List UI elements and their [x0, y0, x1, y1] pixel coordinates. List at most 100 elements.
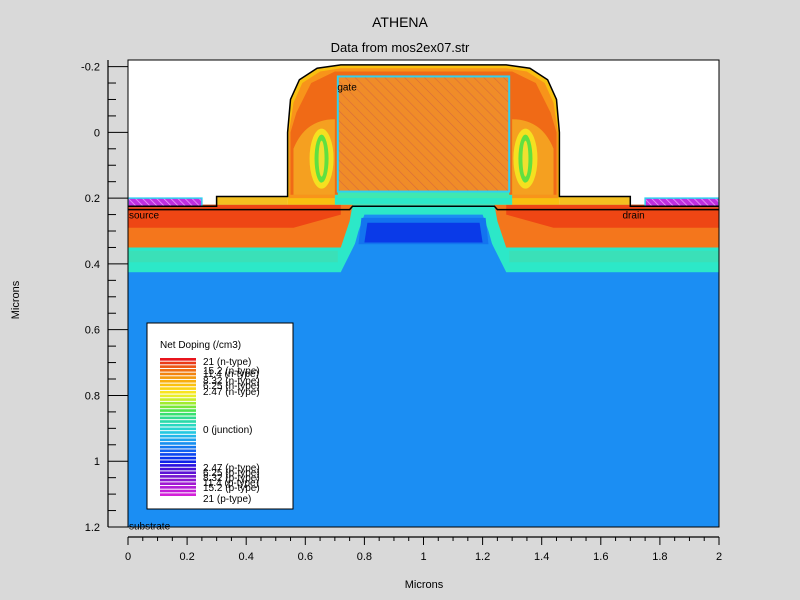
legend-entry: 2.47 (p-type): [203, 463, 260, 474]
legend-swatch: [160, 387, 196, 390]
legend-entry: 11.4 (n-type): [203, 369, 259, 380]
legend-swatch: [160, 358, 196, 361]
drain-junction: [506, 262, 719, 273]
legend-swatch: [160, 394, 196, 398]
legend-swatch: [160, 438, 196, 442]
drain-region: [506, 204, 719, 228]
legend-swatch: [160, 416, 196, 420]
legend-swatch: [160, 482, 196, 486]
legend-swatch: [160, 361, 196, 365]
channel-core: [364, 222, 483, 243]
legend-swatch: [160, 449, 196, 453]
legend-swatch: [160, 412, 196, 416]
legend-swatch: [160, 442, 196, 445]
legend-swatch: [160, 489, 196, 493]
legend-swatch: [160, 420, 196, 423]
source-contact: [128, 197, 203, 208]
legend-swatch: [160, 379, 196, 383]
legend-entry: 21 (p-type): [203, 494, 251, 505]
y-tick-label: 1.2: [85, 522, 100, 534]
structure-outline: [128, 64, 719, 208]
legend-entry: 15.2 (p-type): [203, 483, 260, 494]
x-tick-label: 0.8: [357, 551, 372, 563]
legend-swatch: [160, 478, 196, 482]
legend-swatch: [160, 456, 196, 460]
gate-poly: [336, 75, 511, 193]
legend-swatch: [160, 390, 196, 394]
x-tick-label: 0.6: [298, 551, 313, 563]
x-tick-label: 1: [420, 551, 426, 563]
legend-swatch: [160, 365, 196, 368]
doping-map: [128, 64, 719, 527]
legend-entry: 8.32 (n-type): [203, 376, 260, 387]
y-tick-label: 1: [94, 456, 100, 468]
chart-subtitle: Data from mos2ex07.str: [331, 40, 470, 55]
y-tick-label: 0.6: [85, 325, 100, 337]
legend-swatch: [160, 471, 196, 475]
y-tick-label: 0.2: [85, 193, 100, 205]
legend-entry: 11.4 (p-type): [203, 478, 259, 489]
legend-swatch: [160, 475, 196, 478]
source-junction-upper: [128, 250, 338, 263]
legend-swatch: [160, 401, 196, 405]
legend-entry: 2.47 (n-type): [203, 387, 260, 398]
legend-entry: 15.2 (n-type): [203, 366, 260, 377]
region-label-source: source: [129, 211, 159, 222]
drain-contact: [644, 197, 719, 208]
x-tick-label: 1.4: [534, 551, 549, 563]
legend-swatch: [160, 464, 196, 467]
gate-oxide: [334, 194, 513, 205]
y-axis-label: Microns: [10, 280, 22, 319]
source-oxide: [216, 196, 288, 205]
legend-swatch: [160, 409, 196, 412]
legend-swatch: [160, 460, 196, 464]
y-tick-label: 0.4: [85, 259, 100, 271]
legend-entry: 0 (junction): [203, 425, 252, 436]
legend-swatch: [160, 431, 196, 434]
legend-swatch: [160, 372, 196, 376]
drain-junction-upper: [509, 250, 719, 263]
plot-frame: [127, 59, 720, 528]
y-tick-label: -0.2: [81, 62, 100, 74]
legend-entry: 6.25 (n-type): [203, 381, 260, 392]
legend-swatch: [160, 434, 196, 438]
x-tick-label: 1.8: [652, 551, 667, 563]
region-label-gate: gate: [337, 82, 357, 93]
legend-swatch: [160, 405, 196, 409]
left-spacer-core: [318, 140, 325, 177]
legend-entry: 8.32 (p-type): [203, 473, 260, 484]
x-tick-label: 0.4: [239, 551, 254, 563]
region-label-drain: drain: [622, 211, 644, 222]
source-junction: [128, 262, 341, 273]
legend-swatch: [160, 493, 196, 496]
legend-swatch: [160, 453, 196, 456]
x-tick-label: 1.6: [593, 551, 608, 563]
x-axis-label: Microns: [405, 579, 444, 591]
legend-swatch: [160, 445, 196, 449]
silicon-surface-line: [128, 205, 719, 211]
legend-entry: 6.25 (p-type): [203, 468, 260, 479]
legend-swatch: [160, 368, 196, 372]
x-tick-label: 0: [125, 551, 131, 563]
legend-swatch: [160, 376, 196, 379]
legend-swatch: [160, 398, 196, 401]
legend-swatch: [160, 467, 196, 471]
legend-swatch: [160, 427, 196, 431]
chart-title: ATHENA: [372, 14, 428, 30]
y-tick-label: 0: [94, 127, 100, 139]
legend-swatch: [160, 486, 196, 489]
x-tick-label: 1.2: [475, 551, 490, 563]
gate-oxide-upper: [337, 188, 510, 199]
drain-oxide: [559, 196, 631, 205]
legend-swatch: [160, 423, 196, 427]
legend-box: [146, 322, 294, 510]
legend-swatch: [160, 383, 196, 387]
right-spacer-core: [522, 140, 529, 177]
y-tick-label: 0.8: [85, 390, 100, 402]
source-region: [128, 204, 341, 228]
x-tick-label: 0.2: [179, 551, 194, 563]
x-tick-label: 2: [716, 551, 722, 563]
legend-title: Net Doping (/cm3): [160, 340, 241, 351]
legend-entry: 21 (n-type): [203, 357, 251, 368]
